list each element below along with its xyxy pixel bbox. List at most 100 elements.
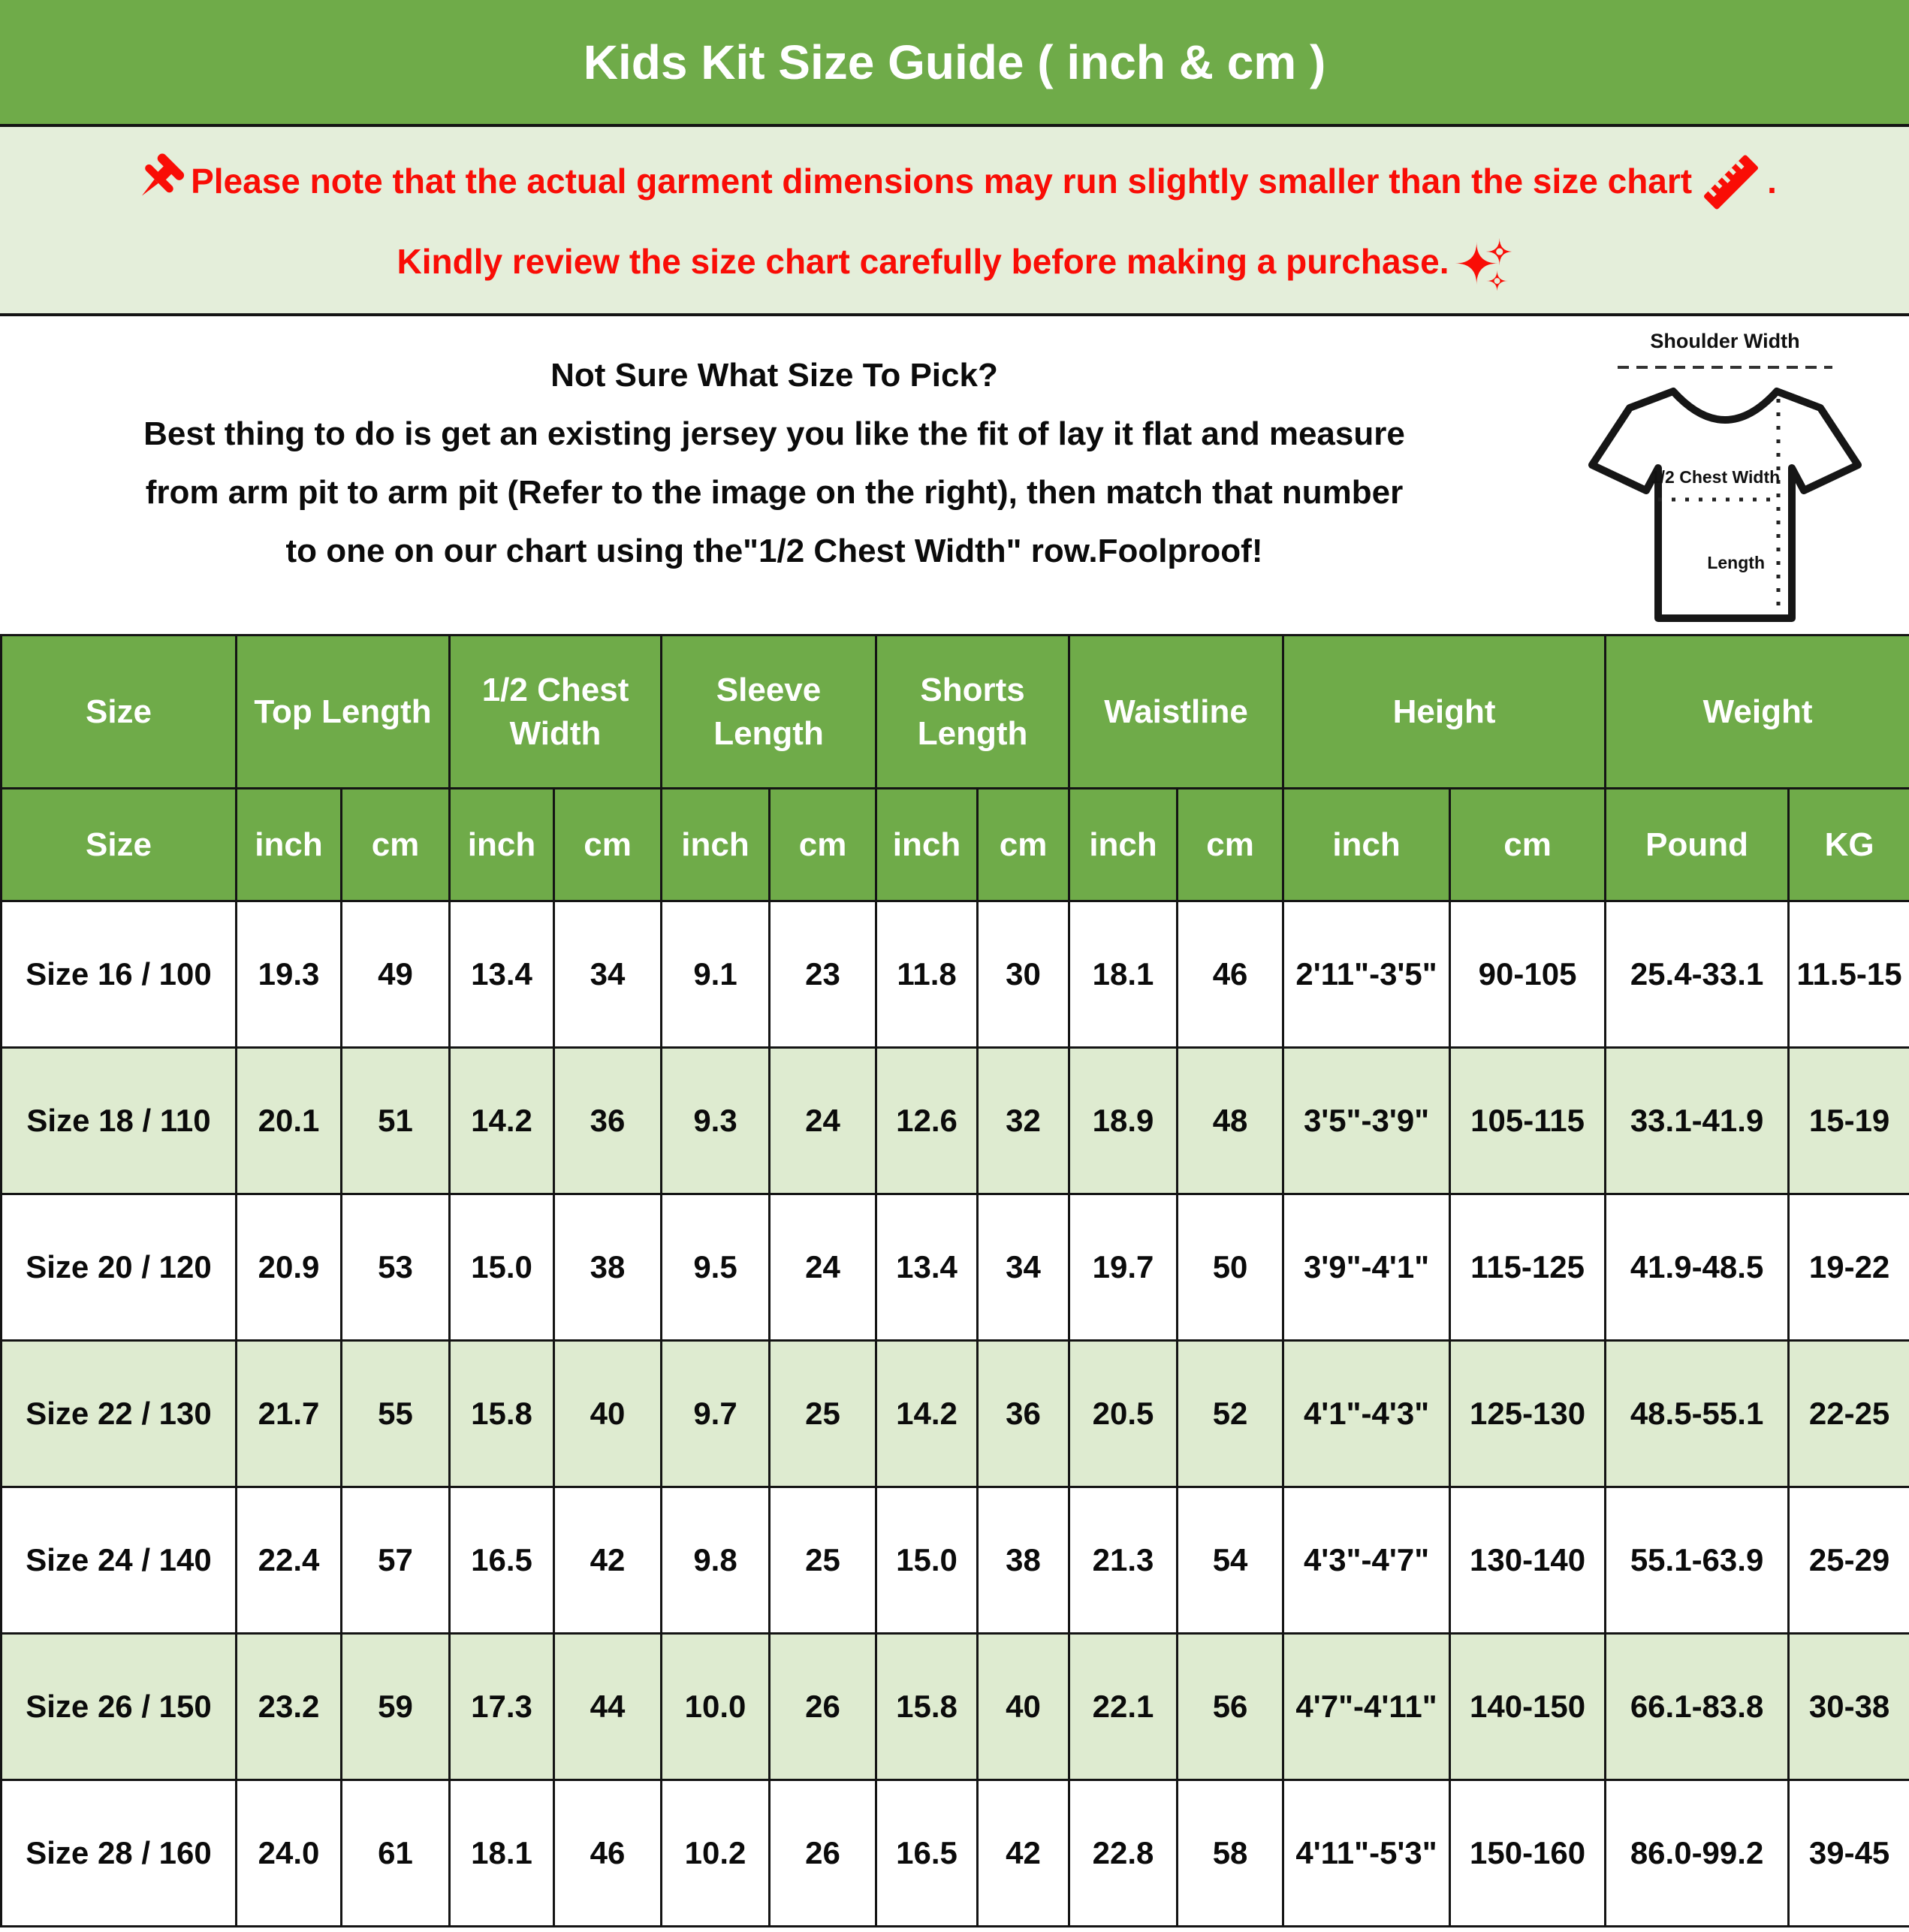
table-row: Size 22 / 130 21.7 55 15.8 40 9.7 25 14.2 36 20.5… [0,1339,1909,1488]
subheader-cell: cm [553,787,663,902]
value-cell: 4'1"-4'3" [1282,1339,1452,1488]
value-cell: 59 [339,1632,451,1781]
value-cell: 41.9-48.5 [1604,1193,1790,1342]
value-cell: 17.3 [448,1632,556,1781]
value-cell: 48 [1176,1046,1285,1195]
help-text: Not Sure What Size To Pick? Best thing t… [0,316,1549,634]
help-line-2: Best thing to do is get an existing jers… [143,415,1405,452]
value-cell: 20.5 [1068,1339,1179,1488]
subheader-cell: cm [339,787,451,902]
value-cell: 34 [976,1193,1071,1342]
value-cell: 66.1-83.8 [1604,1632,1790,1781]
group-header-1-2-chest-width: 1/2 Chest Width [448,634,663,789]
subheader-cell: KG [1787,787,1909,902]
tshirt-measure-diagram: Shoulder Width 1/2 Chest Width Length [1549,316,1909,634]
title-bar: Kids Kit Size Guide ( inch & cm ) [0,0,1909,127]
value-cell: 150-160 [1449,1779,1607,1927]
sparkles-icon [1455,237,1512,291]
subheader-cell: inch [1068,787,1179,902]
value-cell: 140-150 [1449,1632,1607,1781]
value-cell: 21.7 [235,1339,342,1488]
subheader-cell: inch [235,787,342,902]
value-cell: 24 [768,1193,878,1342]
value-cell: 26 [768,1632,878,1781]
value-cell: 9.1 [660,900,771,1049]
table-row: Size 16 / 100 19.3 49 13.4 34 9.1 23 11.8 30 18.1… [0,900,1909,1049]
value-cell: 13.4 [875,1193,979,1342]
value-cell: 38 [976,1486,1071,1635]
value-cell: 39-45 [1787,1779,1909,1927]
subheader-cell: Pound [1604,787,1790,902]
value-cell: 10.0 [660,1632,771,1781]
value-cell: 30 [976,900,1071,1049]
value-cell: 33.1-41.9 [1604,1046,1790,1195]
value-cell: 25 [768,1486,878,1635]
table-row: Size 26 / 150 23.2 59 17.3 44 10.0 26 15.8 40 22.… [0,1632,1909,1781]
help-line-4: to one on our chart using the"1/2 Chest … [285,533,1263,569]
value-cell: 54 [1176,1486,1285,1635]
table-subheader-row: Size inch cm inch cm inch cm inch cm inch cm inch cm… [0,787,1909,902]
value-cell: 23.2 [235,1632,342,1781]
notice-line-1: Please note that the actual garment dime… [0,149,1909,213]
value-cell: 34 [553,900,663,1049]
table-row: Size 28 / 160 24.0 61 18.1 46 10.2 26 16.5 42 22.… [0,1779,1909,1927]
value-cell: 19.7 [1068,1193,1179,1342]
notice-text-1-end: . [1767,162,1777,201]
value-cell: 13.4 [448,900,556,1049]
subheader-cell: inch [448,787,556,902]
size-cell: Size 26 / 150 [0,1632,237,1781]
value-cell: 18.1 [1068,900,1179,1049]
value-cell: 3'9"-4'1" [1282,1193,1452,1342]
value-cell: 4'3"-4'7" [1282,1486,1452,1635]
group-header-waistline: Waistline [1068,634,1285,789]
value-cell: 14.2 [875,1339,979,1488]
value-cell: 46 [1176,900,1285,1049]
value-cell: 115-125 [1449,1193,1607,1342]
value-cell: 40 [553,1339,663,1488]
group-header-weight: Weight [1604,634,1909,789]
value-cell: 3'5"-3'9" [1282,1046,1452,1195]
value-cell: 50 [1176,1193,1285,1342]
value-cell: 22.1 [1068,1632,1179,1781]
value-cell: 20.1 [235,1046,342,1195]
value-cell: 86.0-99.2 [1604,1779,1790,1927]
notice-line-2: Kindly review the size chart carefully b… [0,232,1909,291]
value-cell: 105-115 [1449,1046,1607,1195]
value-cell: 11.5-15 [1787,900,1909,1049]
tshirt-diagram-svg: Shoulder Width 1/2 Chest Width Length [1588,330,1862,622]
value-cell: 38 [553,1193,663,1342]
value-cell: 44 [553,1632,663,1781]
group-header-shorts-length: Shorts Length [875,634,1071,789]
subheader-cell: cm [1449,787,1607,902]
value-cell: 19.3 [235,900,342,1049]
group-header-sleeve-length: Sleeve Length [660,634,878,789]
size-table: Size Top Length 1/2 Chest Width Sleeve Leng… [0,634,1909,1927]
value-cell: 15.0 [448,1193,556,1342]
group-header-height: Height [1282,634,1607,789]
subheader-cell: cm [976,787,1071,902]
value-cell: 49 [339,900,451,1049]
value-cell: 52 [1176,1339,1285,1488]
value-cell: 25 [768,1339,878,1488]
value-cell: 24.0 [235,1779,342,1927]
help-heading: Not Sure What Size To Pick? [550,357,998,394]
help-section: Not Sure What Size To Pick? Best thing t… [0,316,1909,634]
value-cell: 9.5 [660,1193,771,1342]
value-cell: 15.8 [875,1632,979,1781]
value-cell: 24 [768,1046,878,1195]
size-cell: Size 18 / 110 [0,1046,237,1195]
value-cell: 42 [976,1779,1071,1927]
help-line-3: from arm pit to arm pit (Refer to the im… [145,474,1404,511]
value-cell: 30-38 [1787,1632,1909,1781]
value-cell: 56 [1176,1632,1285,1781]
value-cell: 18.9 [1068,1046,1179,1195]
value-cell: 23 [768,900,878,1049]
value-cell: 4'7"-4'11" [1282,1632,1452,1781]
value-cell: 53 [339,1193,451,1342]
value-cell: 90-105 [1449,900,1607,1049]
group-header-top-length: Top Length [234,634,451,789]
size-cell: Size 20 / 120 [0,1193,237,1342]
value-cell: 32 [976,1046,1071,1195]
table-row: Size 18 / 110 20.1 51 14.2 36 9.3 24 12.6 32 18.9… [0,1046,1909,1195]
value-cell: 125-130 [1449,1339,1607,1488]
